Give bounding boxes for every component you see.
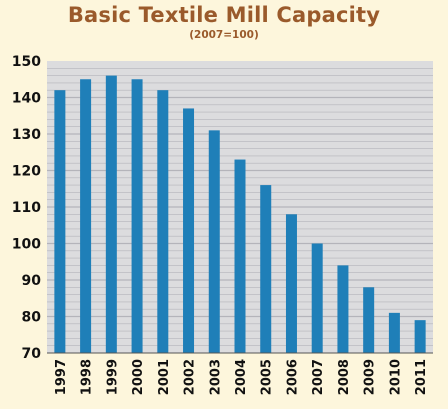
x-tick-label: 2006 bbox=[285, 359, 300, 395]
bar-1999 bbox=[105, 75, 117, 353]
chart-title: Basic Textile Mill Capacity bbox=[67, 3, 381, 27]
y-tick-label: 110 bbox=[12, 200, 41, 216]
x-tick-label: 2010 bbox=[388, 359, 403, 395]
x-tick-label: 2001 bbox=[157, 359, 172, 395]
y-tick-label: 150 bbox=[12, 54, 41, 70]
bar-2000 bbox=[131, 79, 143, 353]
x-tick-label: 1997 bbox=[54, 359, 69, 395]
bars bbox=[54, 75, 426, 353]
y-tick-label: 70 bbox=[22, 346, 42, 362]
x-tick-label: 2009 bbox=[363, 359, 378, 395]
x-tick-label: 2011 bbox=[414, 359, 429, 395]
x-tick-label: 2007 bbox=[311, 359, 326, 395]
y-tick-label: 100 bbox=[12, 237, 41, 253]
x-tick-label: 2005 bbox=[260, 359, 275, 395]
bar-2006 bbox=[285, 214, 297, 353]
bar-2011 bbox=[414, 320, 426, 353]
y-tick-label: 120 bbox=[12, 164, 41, 180]
bar-2001 bbox=[157, 90, 169, 353]
x-tick-label: 2008 bbox=[337, 359, 352, 395]
x-tick-label: 2000 bbox=[131, 359, 146, 395]
bar-2004 bbox=[234, 159, 246, 353]
bar-2008 bbox=[337, 265, 349, 353]
bar-1998 bbox=[80, 79, 92, 353]
x-tick-label: 1999 bbox=[105, 359, 120, 395]
bar-1997 bbox=[54, 90, 66, 353]
y-tick-label: 90 bbox=[22, 273, 42, 289]
x-tick-label: 2004 bbox=[234, 359, 249, 395]
bar-2002 bbox=[183, 108, 195, 353]
bar-2003 bbox=[208, 130, 220, 353]
y-axis-ticks: 70 80 90 100 110 120 130 140 150 bbox=[12, 54, 41, 362]
bar-2010 bbox=[388, 312, 400, 353]
x-tick-label: 1998 bbox=[80, 359, 95, 395]
x-axis-ticks: 1997 1998 1999 2000 2001 2002 2003 2004 2005 2006… bbox=[54, 359, 429, 395]
x-tick-label: 2002 bbox=[183, 359, 198, 395]
bar-2005 bbox=[260, 185, 272, 353]
y-tick-label: 80 bbox=[22, 310, 42, 326]
x-tick-label: 2003 bbox=[208, 359, 223, 395]
y-tick-label: 130 bbox=[12, 127, 41, 143]
y-tick-label: 140 bbox=[12, 91, 41, 107]
bar-2009 bbox=[363, 287, 375, 353]
bar-2007 bbox=[311, 243, 323, 353]
chart-subtitle: (2007=100) bbox=[189, 29, 259, 41]
